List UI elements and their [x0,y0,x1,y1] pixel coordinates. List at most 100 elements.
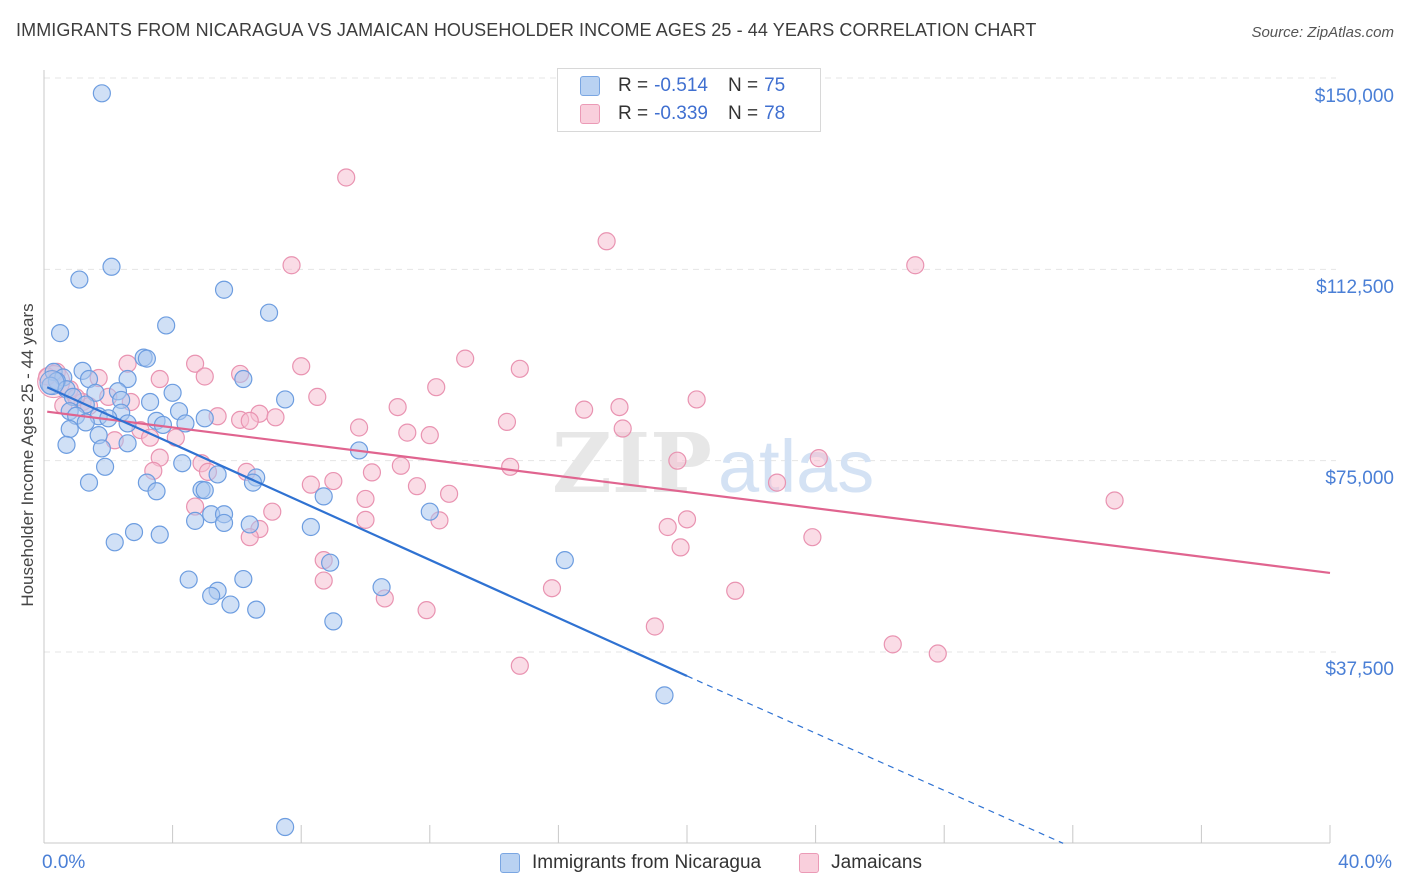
data-point [95,457,115,476]
data-point [501,457,520,476]
data-point [221,595,240,614]
data-point [137,349,156,368]
y-axis-label: Householder Income Ages 25 - 44 years [18,303,37,607]
data-point [259,303,279,322]
source-label: Source: ZipAtlas.com [1251,24,1394,41]
data-point [337,168,356,187]
data-point [240,411,259,430]
data-point [186,511,205,530]
data-point [118,369,137,389]
trend-line-nicaragua [46,386,688,677]
data-point [677,510,697,529]
data-point [276,390,295,409]
data-point [420,502,439,521]
data-point [314,571,333,590]
data-point [420,426,439,445]
data-point [928,644,947,663]
x-tick-label-max: 40.0% [1338,852,1392,873]
data-point [179,570,198,589]
trend-line-nicaragua-extension [686,675,1064,844]
data-point [105,533,124,552]
x-tick-label-min: 0.0% [42,852,86,873]
data-point [555,551,574,570]
trend-line-jamaicans [47,410,1331,575]
data-point [266,408,285,427]
data-point [324,471,343,491]
data-point [208,465,227,484]
data-point [60,419,79,439]
watermark-zip: ZIP [552,416,712,512]
legend-swatch-pink [580,104,600,124]
legend-n-value: 75 [764,75,786,96]
legend-row-jamaicans: R = -0.339 N = 78 [580,101,791,127]
data-point [102,257,121,276]
legend-r-value: -0.339 [654,103,708,124]
data-point [668,451,687,470]
data-point [671,538,690,557]
legend-swatch-blue [580,76,600,96]
data-point [301,517,320,537]
y-tick-label: $37,500 [1325,659,1394,680]
data-point [276,817,295,837]
data-point [50,324,70,343]
legend-n-value: 78 [764,103,786,124]
data-point [510,656,529,675]
data-point [202,586,221,605]
legend-swatch-blue [500,853,520,873]
data-point [726,581,745,600]
legend-label: Immigrants from Nicaragua [532,852,762,873]
data-point [118,354,137,373]
data-point [195,481,214,500]
data-point [186,354,205,373]
data-point [247,600,266,619]
data-point [407,477,427,496]
data-point [349,418,369,437]
trend-lines [46,386,1331,844]
data-point [803,528,822,547]
data-point [282,256,301,275]
data-point [92,439,111,458]
data-point [118,434,137,453]
data-point [456,349,475,368]
data-point [356,510,375,529]
data-point [391,456,410,475]
data-point [140,392,160,412]
data-point [150,525,169,544]
data-point [417,601,436,620]
data-point [195,409,214,428]
data-point [439,484,459,503]
legend-label: Jamaicans [831,852,922,873]
data-point [321,553,340,572]
data-point [1105,491,1124,510]
data-point [388,397,407,417]
watermark: ZIP atlas [552,416,874,512]
data-point-cluster [39,370,65,396]
data-point [510,359,529,378]
data-point [124,522,144,542]
legend-item-nicaragua[interactable]: Immigrants from Nicaragua [500,852,761,874]
data-point [906,256,925,275]
data-point [658,517,677,537]
y-tick-label: $150,000 [1314,86,1394,107]
data-point [173,454,192,473]
axes [43,70,1331,844]
data-point [645,617,664,636]
series-jamaicans [37,168,1124,675]
data-point [497,412,517,431]
data-point [687,390,706,409]
chart-title: IMMIGRANTS FROM NICARAGUA VS JAMAICAN HO… [16,20,1037,40]
data-point [314,487,333,506]
data-point [263,502,282,521]
data-point [70,270,89,289]
y-tick-label: $112,500 [1316,277,1394,298]
legend-item-jamaicans[interactable]: Jamaicans [799,852,922,874]
series-legend: Immigrants from Nicaragua Jamaicans [500,852,960,874]
data-point [372,578,391,597]
data-point [292,357,311,376]
data-point [575,400,594,419]
data-point [214,280,234,299]
data-point [809,449,828,468]
data-point [86,383,105,402]
stats-legend: R = -0.514 N = 75 R = -0.339 N = 78 [557,68,821,132]
